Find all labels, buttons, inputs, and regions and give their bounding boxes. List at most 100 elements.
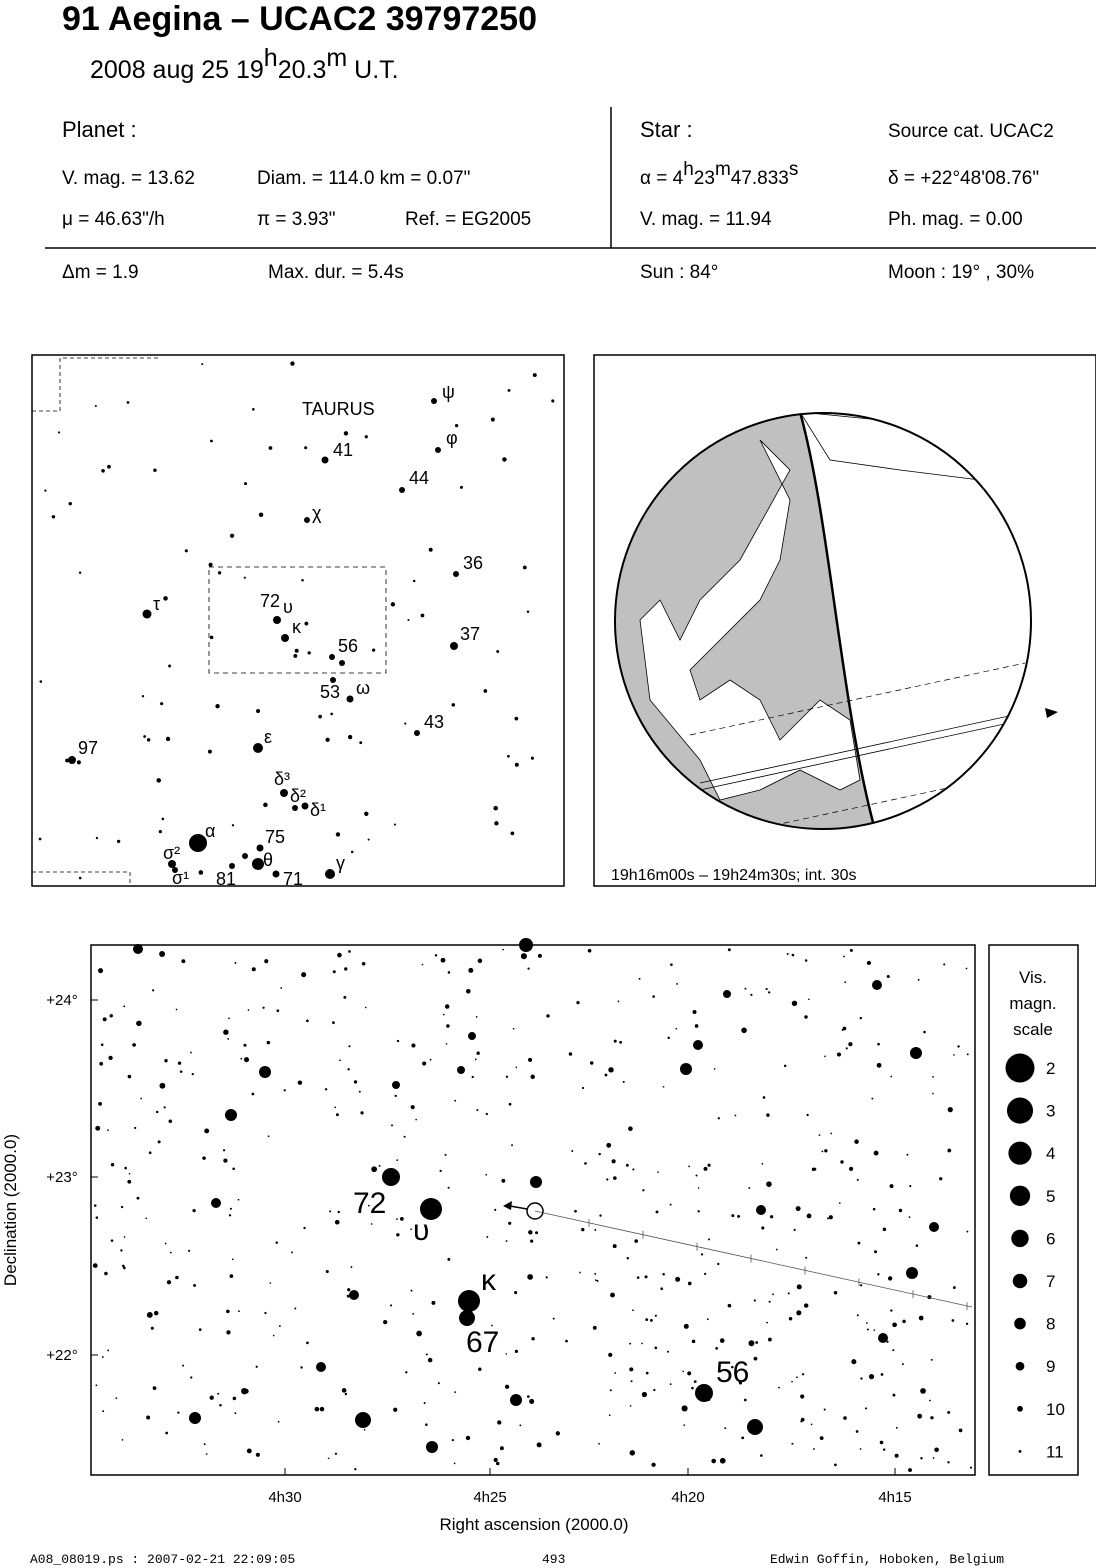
star — [123, 1005, 126, 1008]
star-label: χ — [312, 503, 322, 523]
star — [306, 1019, 309, 1023]
star — [783, 1064, 787, 1068]
star — [587, 948, 592, 953]
star — [715, 1346, 719, 1350]
star-vmag: V. mag. = 11.94 — [640, 209, 772, 230]
star — [906, 1153, 909, 1156]
star — [966, 1230, 969, 1233]
star — [630, 1380, 633, 1383]
star — [693, 1380, 697, 1383]
star-label: κ — [481, 1264, 497, 1297]
star — [232, 1396, 237, 1401]
star — [932, 1076, 934, 1078]
star — [426, 1441, 438, 1453]
star — [294, 648, 299, 653]
star — [654, 1346, 658, 1350]
star — [688, 1165, 690, 1168]
star — [192, 1208, 196, 1213]
footer-page: 493 — [542, 1552, 565, 1567]
star-phmag: Ph. mag. = 0.00 — [888, 209, 1023, 230]
star-label: γ — [336, 853, 345, 873]
star — [505, 1353, 508, 1355]
star — [629, 1450, 636, 1456]
star — [683, 1424, 686, 1426]
star — [175, 1008, 178, 1011]
star — [127, 1179, 132, 1184]
star — [761, 1162, 764, 1165]
star — [201, 363, 204, 366]
star — [889, 1184, 894, 1189]
star — [947, 1107, 953, 1113]
legend-label: 7 — [1046, 1272, 1055, 1291]
star — [198, 1328, 202, 1331]
star — [256, 844, 264, 852]
star — [396, 1233, 400, 1237]
star — [325, 1269, 329, 1274]
star — [890, 1075, 893, 1078]
star — [324, 1088, 328, 1091]
star — [141, 695, 145, 698]
star — [719, 1457, 726, 1464]
star — [164, 1059, 168, 1063]
star — [613, 1039, 617, 1043]
star-label: 56 — [716, 1356, 749, 1389]
legend-dot — [1014, 1317, 1026, 1330]
star — [475, 1015, 478, 1018]
star — [240, 1057, 243, 1060]
legend: Vis. magn. scale 2 3 4 5 6 7 8 9 10 11 — [1005, 968, 1065, 1461]
star — [796, 1310, 802, 1316]
star — [172, 867, 178, 873]
star — [536, 1442, 542, 1448]
star — [741, 1436, 745, 1440]
info: Planet : V. mag. = 13.62 Diam. = 114.0 k… — [62, 117, 1054, 283]
star — [493, 1457, 498, 1463]
star — [428, 547, 433, 552]
star — [78, 876, 82, 880]
star-label: 56 — [338, 636, 358, 656]
legend-label: 9 — [1046, 1357, 1055, 1376]
legend-label: 11 — [1046, 1442, 1064, 1461]
star — [450, 642, 458, 650]
star — [483, 689, 488, 693]
star — [437, 1382, 440, 1385]
star — [761, 1226, 765, 1230]
star-label: 67 — [466, 1326, 499, 1359]
star — [606, 1178, 609, 1181]
star — [226, 1309, 230, 1314]
star — [277, 1420, 280, 1423]
star — [494, 821, 499, 826]
star — [307, 651, 311, 655]
star — [120, 1249, 123, 1252]
star — [442, 1013, 445, 1016]
star — [833, 1290, 838, 1295]
star — [756, 1205, 766, 1215]
star — [407, 619, 410, 622]
star — [301, 972, 307, 978]
y-axis-label: Declination (2000.0) — [1, 1134, 20, 1286]
star — [301, 579, 304, 582]
star — [306, 1341, 309, 1345]
legend-label: 6 — [1046, 1229, 1055, 1248]
x-tick-label: 4h25 — [473, 1489, 506, 1506]
star — [512, 1027, 515, 1030]
star — [394, 1094, 397, 1098]
star — [152, 989, 155, 992]
star — [626, 1257, 629, 1260]
star — [321, 456, 329, 464]
star — [838, 1202, 841, 1204]
star — [396, 1218, 398, 1220]
star — [110, 1239, 114, 1242]
star — [876, 1062, 882, 1068]
legend-dot — [1009, 1185, 1031, 1206]
star — [915, 1244, 919, 1247]
legend-dot — [1005, 1053, 1035, 1083]
star-label: α — [205, 821, 215, 841]
star — [420, 1198, 442, 1220]
star — [675, 1276, 681, 1282]
star — [361, 962, 366, 966]
star — [680, 1063, 692, 1075]
star — [478, 1367, 482, 1371]
star-label: 72 — [260, 591, 280, 611]
star — [629, 1367, 634, 1372]
star — [608, 1414, 611, 1417]
